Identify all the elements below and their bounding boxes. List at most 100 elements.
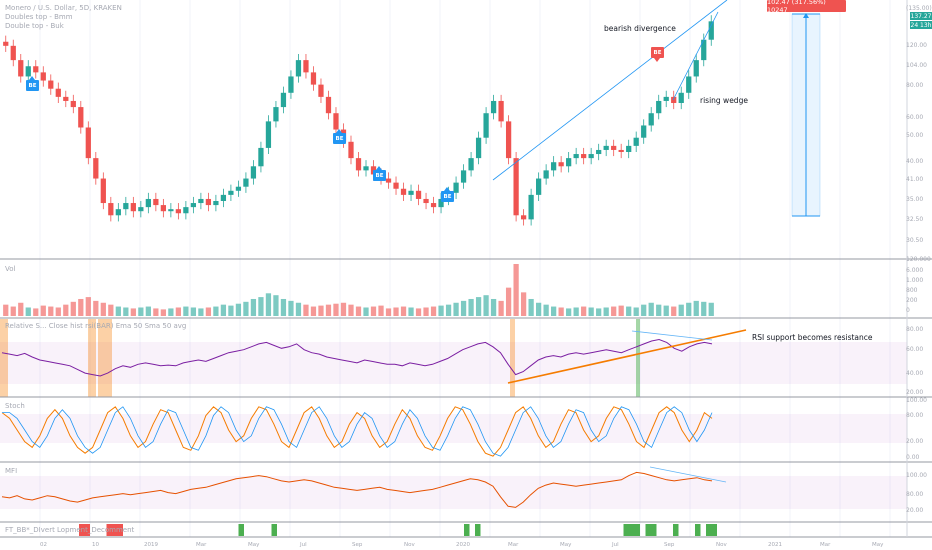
volume-bar xyxy=(415,308,422,316)
wedge-upper-line xyxy=(492,0,728,181)
price-axis-label: 32.50 xyxy=(906,216,924,223)
time-axis-label: May xyxy=(872,542,884,548)
volume-bar xyxy=(678,304,684,316)
rsi-highlight xyxy=(98,319,112,397)
candle-body xyxy=(588,154,594,159)
candle-body xyxy=(130,203,136,212)
mfi-axis-label: 20.00 xyxy=(906,507,924,514)
mfi-band xyxy=(0,476,907,509)
bull-tag-1[interactable]: BE xyxy=(26,76,39,91)
volume-bar xyxy=(100,302,106,316)
candle-body xyxy=(78,107,84,128)
candle-body xyxy=(250,166,257,179)
candle-body xyxy=(423,198,429,204)
candle-body xyxy=(108,203,114,216)
candle-body xyxy=(295,60,302,77)
divergence-pane[interactable] xyxy=(79,524,717,536)
mfi-pane[interactable] xyxy=(0,466,907,509)
candle-body xyxy=(385,178,392,183)
candle-body xyxy=(288,76,294,93)
candle-body xyxy=(505,121,512,159)
candle-body xyxy=(393,182,399,189)
bull-tag-4[interactable]: BE xyxy=(441,187,454,202)
volume-bar xyxy=(543,304,549,316)
candle-body xyxy=(115,209,121,216)
bull-tag-3[interactable]: BE xyxy=(373,166,386,181)
bull-tag-2[interactable]: BE xyxy=(333,129,346,144)
volume-bar xyxy=(183,306,189,316)
time-axis-label: Jul xyxy=(300,542,307,548)
wedge-lower-line xyxy=(672,11,719,101)
candle-body xyxy=(273,107,279,122)
price-pane[interactable] xyxy=(3,0,821,226)
candle-body xyxy=(310,72,317,85)
rsi-note-label: RSI support becomes resistance xyxy=(752,333,873,342)
candle-body xyxy=(573,154,579,159)
volume-bar xyxy=(490,298,497,316)
divergence-bar xyxy=(695,524,701,536)
bear-tag[interactable]: BE xyxy=(651,47,664,62)
indicator-legend-1[interactable]: Doubles top - Bmm xyxy=(5,13,73,21)
volume-title[interactable]: Vol xyxy=(5,265,16,273)
candle-body xyxy=(138,207,144,212)
candle-body xyxy=(671,96,677,103)
candle-body xyxy=(205,198,212,206)
candle-body xyxy=(85,127,91,159)
divergence-bar xyxy=(673,524,679,536)
measure-label[interactable]: 102.47 (317.56%) 10247 xyxy=(767,0,846,14)
price-axis-label: 80.00 xyxy=(906,82,924,89)
price-axis-label: 41.00 xyxy=(906,176,924,183)
symbol-title[interactable]: Monero / U.S. Dollar, 5D, KRAKEN xyxy=(5,4,122,12)
time-axis-label: Sep xyxy=(664,542,675,548)
volume-bar xyxy=(213,306,219,316)
volume-bar xyxy=(618,305,624,316)
volume-bar xyxy=(250,298,257,316)
candle-body xyxy=(325,96,332,114)
divergence-title[interactable]: FT_BB*_DIvert Lopment_Decomment xyxy=(5,526,135,534)
candle-body xyxy=(701,39,707,61)
volume-bar xyxy=(400,306,407,316)
candle-body xyxy=(663,96,669,101)
volume-bar xyxy=(535,302,542,316)
indicator-legend-2[interactable]: Double top - Buk xyxy=(5,22,64,30)
volume-bar xyxy=(175,307,182,316)
volume-bar xyxy=(228,305,234,316)
mfi-line xyxy=(1,471,713,508)
grid-lines xyxy=(39,0,891,537)
candle-body xyxy=(10,45,16,61)
volume-bar xyxy=(70,301,76,316)
candle-body xyxy=(243,178,249,187)
volume-bar xyxy=(370,306,377,316)
rsi-green-highlight xyxy=(636,319,640,397)
stoch-title[interactable]: Stoch xyxy=(5,402,25,410)
volume-bar xyxy=(333,303,339,316)
divergence-bar xyxy=(623,524,629,536)
rising-wedge-label: rising wedge xyxy=(700,96,748,105)
volume-bar xyxy=(258,297,264,316)
candle-body xyxy=(153,198,159,206)
candle-body xyxy=(3,41,9,46)
candle-body xyxy=(453,182,459,193)
candle-body xyxy=(235,186,242,191)
candle-body xyxy=(280,92,287,108)
divergence-bar xyxy=(629,524,635,536)
stoch-axis-label: 80.00 xyxy=(906,412,924,419)
volume-bar xyxy=(588,307,594,316)
volume-bar xyxy=(25,307,31,316)
volume-pane[interactable] xyxy=(3,264,714,316)
candle-body xyxy=(18,60,24,77)
candle-body xyxy=(348,141,354,159)
volume-bar xyxy=(483,295,489,316)
candle-body xyxy=(93,158,99,179)
volume-bar xyxy=(663,305,669,316)
rsi-divergence-line xyxy=(631,330,713,341)
volume-bar xyxy=(355,306,362,316)
stoch-pane[interactable] xyxy=(0,406,907,457)
rsi-pane[interactable] xyxy=(0,319,907,397)
time-axis-label: Nov xyxy=(716,542,727,548)
mfi-title[interactable]: MFI xyxy=(5,467,18,475)
volume-bar xyxy=(603,307,609,316)
rsi-title[interactable]: Relative S... Close hist rsi(BAR) Ema 50… xyxy=(5,322,187,330)
symbol-legend[interactable]: Monero / U.S. Dollar, 5D, KRAKEN Doubles… xyxy=(5,4,122,31)
